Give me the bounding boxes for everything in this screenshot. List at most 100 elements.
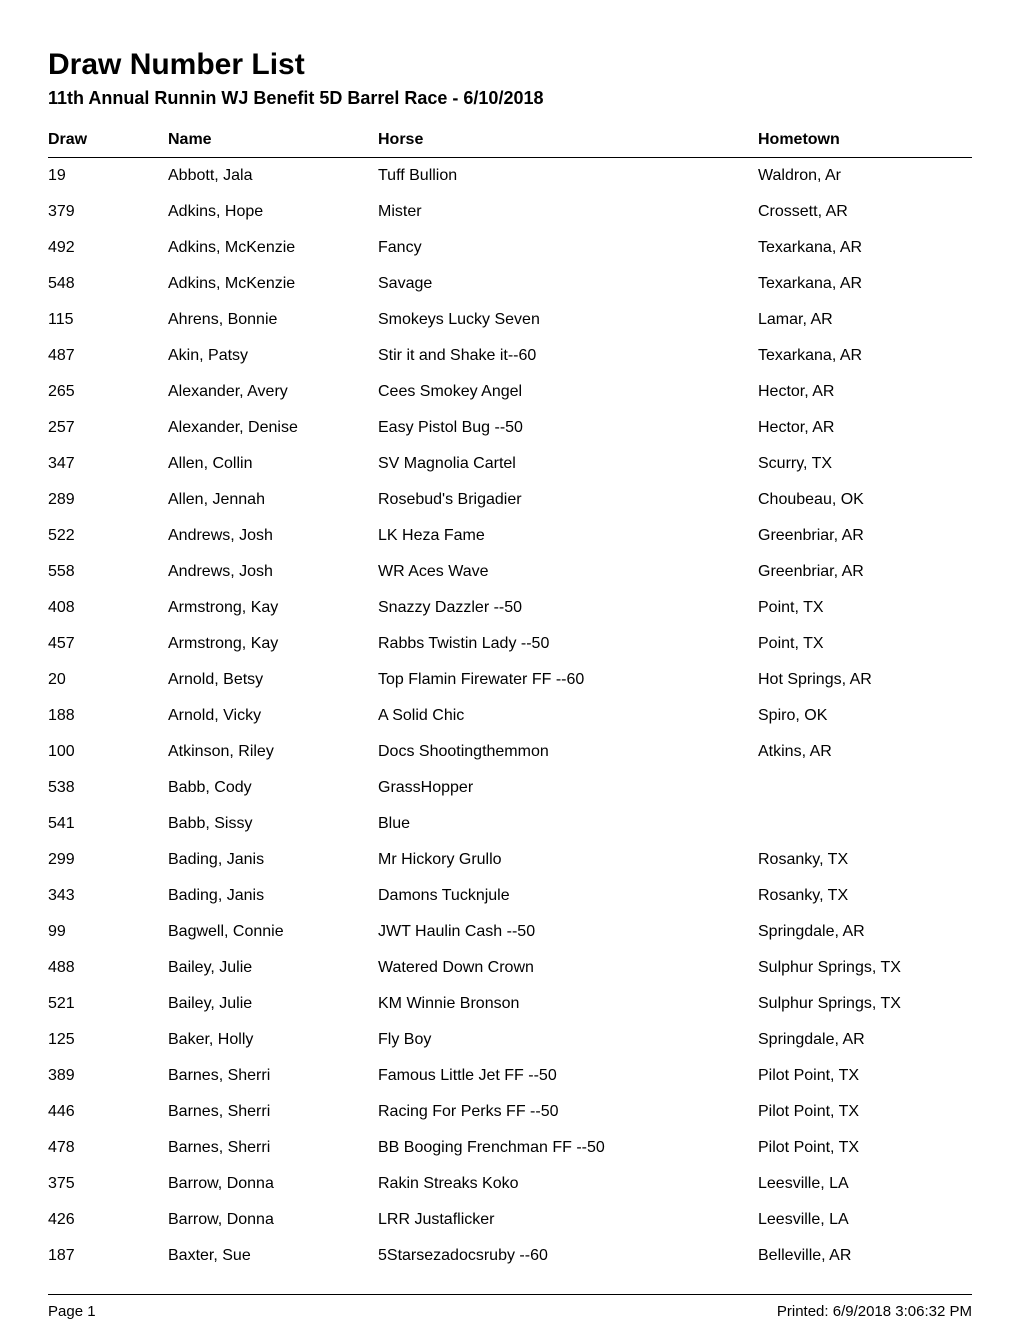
cell-draw: 100 [48,734,168,770]
cell-name: Barnes, Sherri [168,1094,378,1130]
table-row: 446Barnes, SherriRacing For Perks FF --5… [48,1094,972,1130]
cell-name: Adkins, McKenzie [168,266,378,302]
cell-name: Barnes, Sherri [168,1058,378,1094]
cell-hometown [758,770,972,806]
table-row: 343Bading, JanisDamons TucknjuleRosanky,… [48,878,972,914]
cell-name: Bagwell, Connie [168,914,378,950]
page-number: Page 1 [48,1303,96,1320]
table-row: 188Arnold, VickyA Solid ChicSpiro, OK [48,698,972,734]
page-footer: Page 1 Printed: 6/9/2018 3:06:32 PM [48,1294,972,1320]
cell-draw: 389 [48,1058,168,1094]
cell-draw: 478 [48,1130,168,1166]
cell-draw: 343 [48,878,168,914]
table-row: 187Baxter, Sue5Starsezadocsruby --60Bell… [48,1238,972,1274]
cell-draw: 379 [48,194,168,230]
cell-horse: Famous Little Jet FF --50 [378,1058,758,1094]
cell-hometown: Point, TX [758,626,972,662]
cell-horse: BB Booging Frenchman FF --50 [378,1130,758,1166]
table-row: 488Bailey, JulieWatered Down CrownSulphu… [48,950,972,986]
cell-draw: 20 [48,662,168,698]
cell-hometown: Hector, AR [758,374,972,410]
cell-horse: SV Magnolia Cartel [378,446,758,482]
table-row: 375Barrow, DonnaRakin Streaks KokoLeesvi… [48,1166,972,1202]
cell-draw: 125 [48,1022,168,1058]
table-row: 347Allen, CollinSV Magnolia CartelScurry… [48,446,972,482]
cell-hometown: Pilot Point, TX [758,1094,972,1130]
cell-hometown: Springdale, AR [758,1022,972,1058]
page-subtitle: 11th Annual Runnin WJ Benefit 5D Barrel … [48,88,972,109]
cell-name: Alexander, Avery [168,374,378,410]
cell-name: Babb, Sissy [168,806,378,842]
cell-horse: Fancy [378,230,758,266]
cell-hometown: Hot Springs, AR [758,662,972,698]
cell-horse: Top Flamin Firewater FF --60 [378,662,758,698]
cell-horse: Easy Pistol Bug --50 [378,410,758,446]
cell-draw: 257 [48,410,168,446]
table-row: 478Barnes, SherriBB Booging Frenchman FF… [48,1130,972,1166]
cell-horse: Smokeys Lucky Seven [378,302,758,338]
table-row: 558Andrews, JoshWR Aces WaveGreenbriar, … [48,554,972,590]
cell-draw: 187 [48,1238,168,1274]
table-row: 100Atkinson, RileyDocs ShootingthemmonAt… [48,734,972,770]
cell-draw: 426 [48,1202,168,1238]
cell-name: Babb, Cody [168,770,378,806]
cell-hometown: Texarkana, AR [758,230,972,266]
cell-name: Barrow, Donna [168,1166,378,1202]
cell-hometown: Spiro, OK [758,698,972,734]
cell-name: Armstrong, Kay [168,626,378,662]
cell-horse: LRR Justaflicker [378,1202,758,1238]
cell-name: Bailey, Julie [168,950,378,986]
cell-horse: Tuff Bullion [378,158,758,195]
cell-hometown: Rosanky, TX [758,878,972,914]
cell-name: Andrews, Josh [168,518,378,554]
cell-horse: LK Heza Fame [378,518,758,554]
table-row: 408Armstrong, KaySnazzy Dazzler --50Poin… [48,590,972,626]
cell-hometown [758,806,972,842]
cell-horse: Watered Down Crown [378,950,758,986]
draw-table: Draw Name Horse Hometown 19Abbott, JalaT… [48,131,972,1274]
cell-hometown: Crossett, AR [758,194,972,230]
cell-horse: A Solid Chic [378,698,758,734]
cell-draw: 408 [48,590,168,626]
cell-draw: 188 [48,698,168,734]
cell-draw: 548 [48,266,168,302]
table-row: 125Baker, HollyFly BoySpringdale, AR [48,1022,972,1058]
table-row: 289Allen, JennahRosebud's BrigadierChoub… [48,482,972,518]
cell-draw: 99 [48,914,168,950]
cell-horse: KM Winnie Bronson [378,986,758,1022]
cell-horse: Rosebud's Brigadier [378,482,758,518]
cell-name: Andrews, Josh [168,554,378,590]
table-row: 115Ahrens, BonnieSmokeys Lucky SevenLama… [48,302,972,338]
cell-hometown: Leesville, LA [758,1202,972,1238]
cell-horse: Cees Smokey Angel [378,374,758,410]
cell-draw: 521 [48,986,168,1022]
cell-hometown: Texarkana, AR [758,266,972,302]
table-row: 257Alexander, DeniseEasy Pistol Bug --50… [48,410,972,446]
cell-horse: Damons Tucknjule [378,878,758,914]
cell-hometown: Rosanky, TX [758,842,972,878]
cell-name: Armstrong, Kay [168,590,378,626]
cell-name: Atkinson, Riley [168,734,378,770]
table-row: 457Armstrong, KayRabbs Twistin Lady --50… [48,626,972,662]
cell-name: Baxter, Sue [168,1238,378,1274]
table-header-row: Draw Name Horse Hometown [48,131,972,158]
table-row: 548Adkins, McKenzieSavageTexarkana, AR [48,266,972,302]
cell-horse: Stir it and Shake it--60 [378,338,758,374]
cell-horse: Rakin Streaks Koko [378,1166,758,1202]
cell-name: Bading, Janis [168,842,378,878]
cell-horse: 5Starsezadocsruby --60 [378,1238,758,1274]
cell-draw: 522 [48,518,168,554]
cell-hometown: Scurry, TX [758,446,972,482]
cell-name: Adkins, McKenzie [168,230,378,266]
cell-hometown: Point, TX [758,590,972,626]
cell-name: Arnold, Vicky [168,698,378,734]
cell-horse: Savage [378,266,758,302]
column-header-horse: Horse [378,131,758,158]
cell-name: Bailey, Julie [168,986,378,1022]
cell-draw: 541 [48,806,168,842]
cell-horse: JWT Haulin Cash --50 [378,914,758,950]
cell-name: Barrow, Donna [168,1202,378,1238]
cell-horse: Fly Boy [378,1022,758,1058]
cell-name: Abbott, Jala [168,158,378,195]
cell-hometown: Springdale, AR [758,914,972,950]
